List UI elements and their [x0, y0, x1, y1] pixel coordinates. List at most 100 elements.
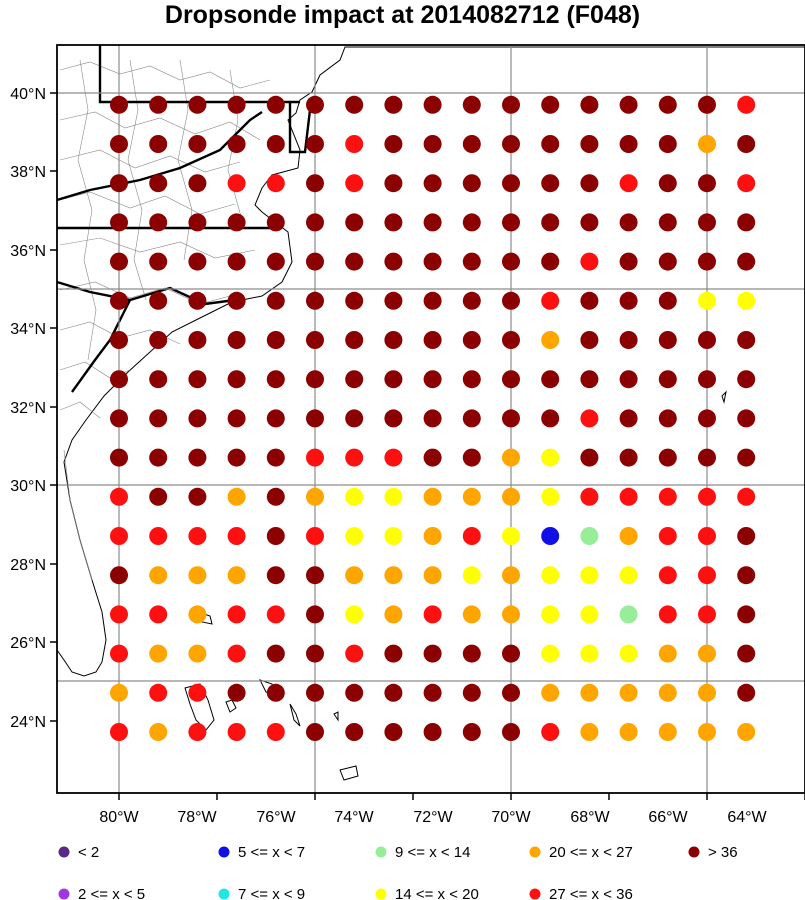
impact-dot	[266, 291, 285, 310]
impact-dot	[423, 135, 442, 153]
impact-dot	[149, 723, 168, 741]
legend-label: 27 <= x < 36	[549, 886, 633, 900]
legend-label: < 2	[78, 844, 99, 861]
impact-dot	[737, 331, 756, 349]
impact-dot	[266, 174, 285, 193]
impact-dot	[227, 527, 246, 545]
impact-dot	[345, 135, 364, 153]
impact-dot	[306, 213, 324, 232]
impact-dot	[149, 252, 168, 271]
lat-tick-label: 24°N	[10, 714, 46, 731]
impact-dot	[306, 683, 324, 702]
impact-dot	[619, 487, 638, 506]
impact-dot	[227, 487, 246, 506]
impact-dot	[462, 644, 481, 663]
impact-dot	[188, 566, 207, 585]
impact-dot	[345, 409, 364, 428]
impact-dot	[423, 683, 442, 702]
lon-tick-label: 68°W	[570, 809, 610, 826]
legend-label: 7 <= x < 9	[238, 886, 305, 900]
impact-dot	[227, 252, 246, 271]
legend-item: < 2	[58, 844, 99, 861]
impact-dot	[345, 252, 364, 271]
lon-tick-label: 72°W	[413, 809, 453, 826]
impact-dot	[541, 174, 560, 193]
impact-dot	[737, 723, 756, 741]
impact-dot	[227, 723, 246, 741]
lon-tick-label: 78°W	[177, 809, 217, 826]
impact-dot	[502, 331, 520, 349]
impact-dot	[658, 95, 677, 114]
impact-dot	[541, 95, 560, 114]
impact-dot	[423, 448, 442, 467]
impact-dot	[541, 723, 560, 741]
impact-dot	[580, 213, 599, 232]
tick-marks	[50, 92, 805, 800]
impact-dot	[580, 370, 599, 389]
impact-dot	[306, 723, 324, 741]
impact-dot	[306, 566, 324, 585]
impact-dot	[737, 566, 756, 585]
impact-dot	[384, 135, 403, 153]
impact-dot	[266, 448, 285, 467]
impact-dot	[110, 409, 128, 428]
impact-dot	[188, 331, 207, 349]
impact-dot	[541, 566, 560, 585]
impact-dot	[580, 409, 599, 428]
impact-dot	[384, 683, 403, 702]
impact-dot	[619, 644, 638, 663]
impact-dot	[188, 291, 207, 310]
impact-dot	[737, 527, 756, 545]
map-frame	[56, 44, 805, 794]
impact-dot	[698, 527, 716, 545]
impact-dot	[502, 644, 520, 663]
impact-dot	[423, 644, 442, 663]
impact-dot	[384, 252, 403, 271]
impact-dot	[462, 566, 481, 585]
impact-dot	[737, 683, 756, 702]
legend-swatch	[375, 888, 387, 900]
impact-dot	[580, 566, 599, 585]
impact-dot	[423, 252, 442, 271]
lat-tick-label: 38°N	[10, 164, 46, 181]
lon-tick-label: 76°W	[256, 809, 296, 826]
impact-dot	[188, 487, 207, 506]
impact-dot	[462, 252, 481, 271]
impact-dot	[110, 448, 128, 467]
legend-item: 20 <= x < 27	[529, 844, 633, 861]
impact-dot	[619, 409, 638, 428]
impact-dot	[698, 95, 716, 114]
impact-dot	[658, 370, 677, 389]
impact-dot	[149, 291, 168, 310]
impact-dot	[698, 252, 716, 271]
impact-dot	[658, 487, 677, 506]
lon-tick-label: 66°W	[648, 809, 688, 826]
legend-swatch	[58, 888, 70, 900]
legend-swatch	[58, 846, 70, 858]
impact-dot	[149, 527, 168, 545]
impact-dot	[227, 213, 246, 232]
impact-dot	[580, 448, 599, 467]
legend-item: 5 <= x < 7	[218, 844, 305, 861]
impact-dot	[502, 683, 520, 702]
impact-dot	[188, 723, 207, 741]
impact-dot	[658, 644, 677, 663]
legend-label: 2 <= x < 5	[78, 886, 145, 900]
impact-dot	[306, 487, 324, 506]
impact-dot	[619, 95, 638, 114]
impact-dot	[619, 370, 638, 389]
impact-dot	[188, 370, 207, 389]
impact-dot	[227, 370, 246, 389]
impact-dot	[110, 174, 128, 193]
impact-dot	[423, 291, 442, 310]
impact-dot	[658, 527, 677, 545]
impact-dot	[227, 331, 246, 349]
impact-dot	[698, 291, 716, 310]
impact-dot	[541, 331, 560, 349]
impact-dot	[658, 409, 677, 428]
impact-dot	[306, 135, 324, 153]
impact-dot	[149, 683, 168, 702]
impact-dot	[698, 213, 716, 232]
impact-dot	[266, 723, 285, 741]
impact-dot	[384, 370, 403, 389]
